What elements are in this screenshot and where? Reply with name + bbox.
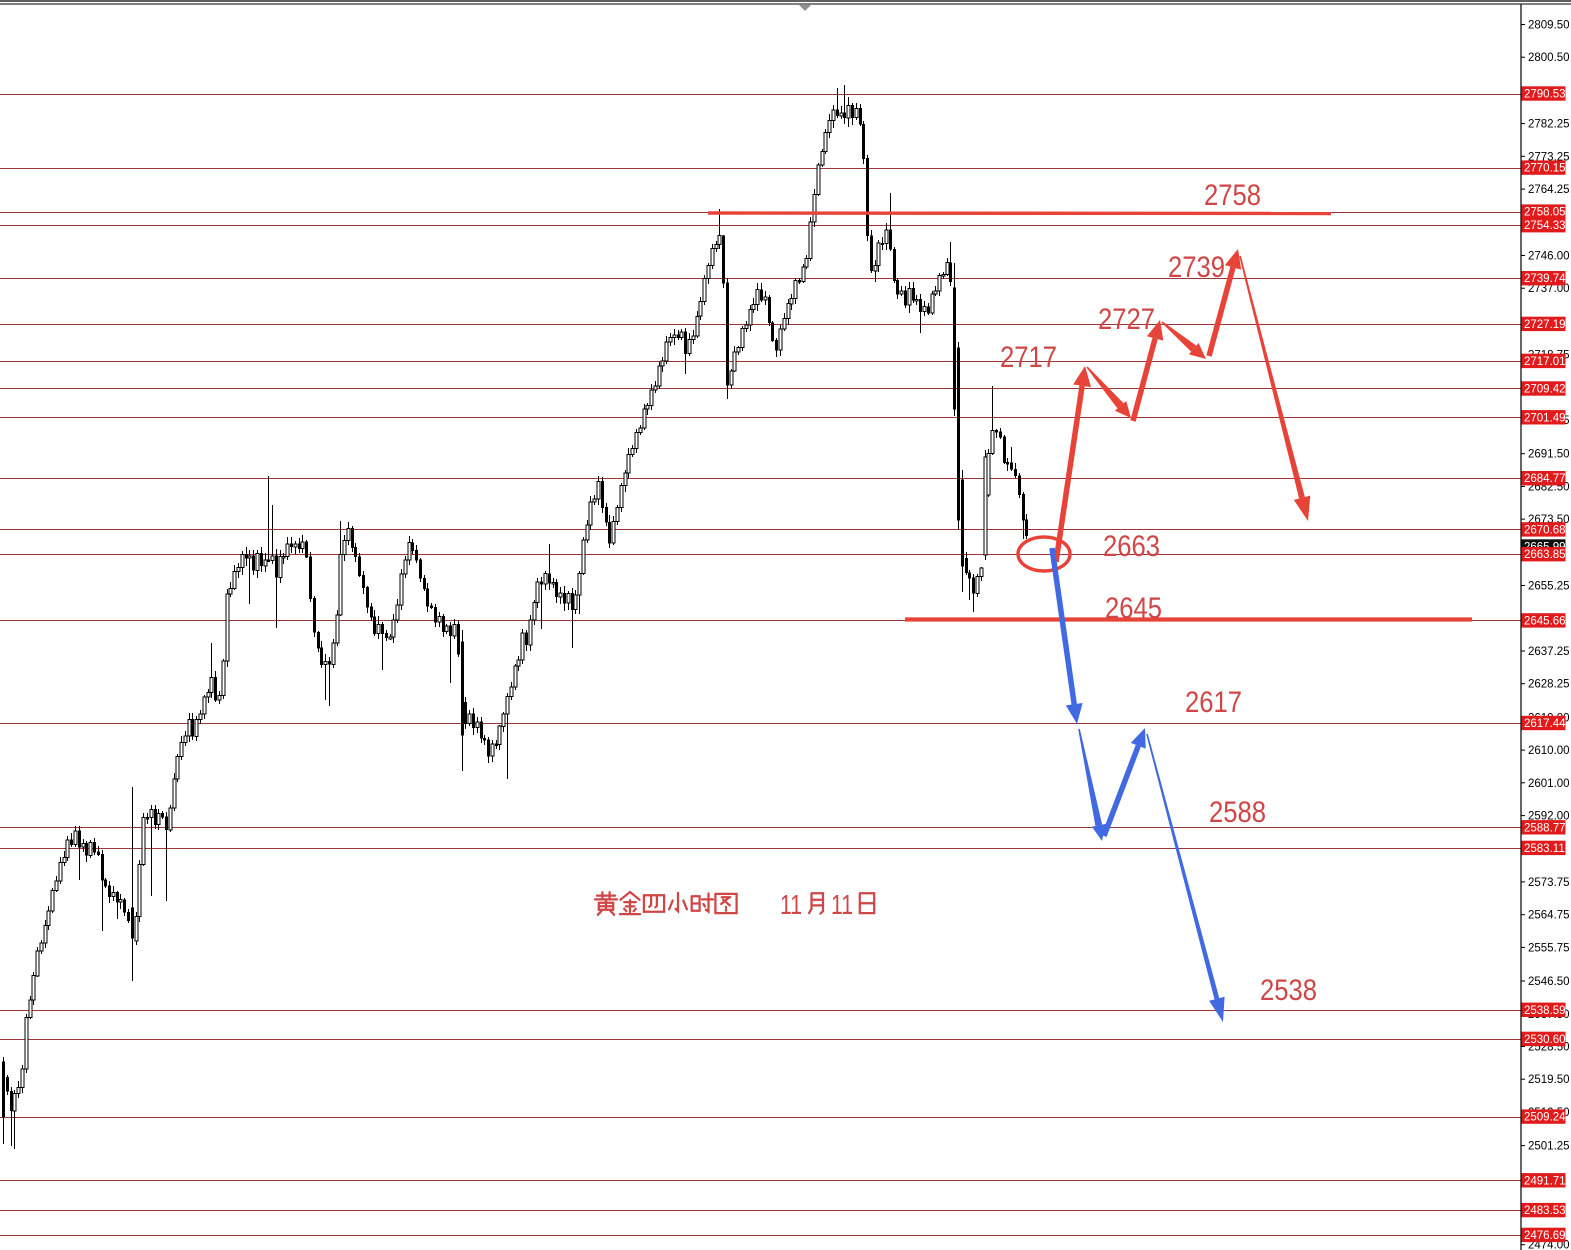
svg-text:2663.85: 2663.85 [1524,549,1566,561]
svg-text:2628.25: 2628.25 [1528,679,1570,691]
svg-text:2519.50: 2519.50 [1528,1074,1570,1086]
svg-text:2800.50: 2800.50 [1528,52,1570,64]
svg-text:2588: 2588 [1209,796,1266,829]
svg-text:2538.59: 2538.59 [1524,1005,1566,1017]
svg-text:2684.77: 2684.77 [1524,473,1566,485]
svg-text:2790.53: 2790.53 [1524,89,1566,101]
svg-text:2501.25: 2501.25 [1528,1141,1570,1153]
svg-text:2491.71: 2491.71 [1524,1175,1566,1187]
svg-text:2546.50: 2546.50 [1528,976,1570,988]
svg-text:2474.00: 2474.00 [1528,1240,1570,1250]
svg-text:2670.68: 2670.68 [1524,524,1566,536]
svg-text:2637.25: 2637.25 [1528,646,1570,658]
svg-text:2663: 2663 [1103,530,1160,563]
svg-text:2739: 2739 [1168,251,1225,284]
svg-text:2476.69: 2476.69 [1524,1230,1566,1242]
svg-text:2809.50: 2809.50 [1528,20,1570,32]
svg-text:2782.25: 2782.25 [1528,119,1570,131]
svg-text:2538: 2538 [1260,974,1317,1007]
svg-text:2588.77: 2588.77 [1524,822,1566,834]
svg-text:2754.33: 2754.33 [1524,220,1566,232]
svg-text:2555.75: 2555.75 [1528,942,1570,954]
svg-text:2773.25: 2773.25 [1528,151,1570,163]
svg-text:2691.50: 2691.50 [1528,449,1570,461]
svg-text:2717: 2717 [1000,341,1057,374]
svg-text:2737.00: 2737.00 [1528,283,1570,295]
svg-text:2739.74: 2739.74 [1524,273,1566,285]
svg-text:2758.05: 2758.05 [1524,207,1566,219]
svg-text:2727: 2727 [1098,303,1155,336]
svg-text:2617: 2617 [1185,686,1242,719]
svg-text:2583.11: 2583.11 [1524,843,1565,855]
svg-text:2746.00: 2746.00 [1528,251,1570,263]
svg-text:2717.01: 2717.01 [1524,356,1566,368]
svg-text:2564.75: 2564.75 [1528,910,1570,922]
svg-text:2483.53: 2483.53 [1524,1205,1566,1217]
svg-text:2601.00: 2601.00 [1528,778,1570,790]
svg-text:2701.49: 2701.49 [1524,412,1566,424]
svg-text:2530.60: 2530.60 [1524,1034,1566,1046]
svg-text:2645.66: 2645.66 [1524,615,1566,627]
svg-text:11: 11 [780,889,802,920]
svg-text:11: 11 [831,889,853,920]
svg-text:2617.44: 2617.44 [1524,718,1566,730]
svg-text:2655.25: 2655.25 [1528,581,1570,593]
svg-text:2592.00: 2592.00 [1528,811,1570,823]
svg-text:2645: 2645 [1105,592,1162,625]
svg-text:2709.42: 2709.42 [1524,384,1566,396]
svg-text:2770.15: 2770.15 [1524,163,1566,175]
svg-text:2610.00: 2610.00 [1528,745,1570,757]
svg-text:2764.25: 2764.25 [1528,184,1570,196]
svg-text:2573.75: 2573.75 [1528,877,1570,889]
svg-text:2509.24: 2509.24 [1524,1112,1566,1124]
svg-text:2727.19: 2727.19 [1524,319,1566,331]
svg-text:2758: 2758 [1204,179,1261,212]
